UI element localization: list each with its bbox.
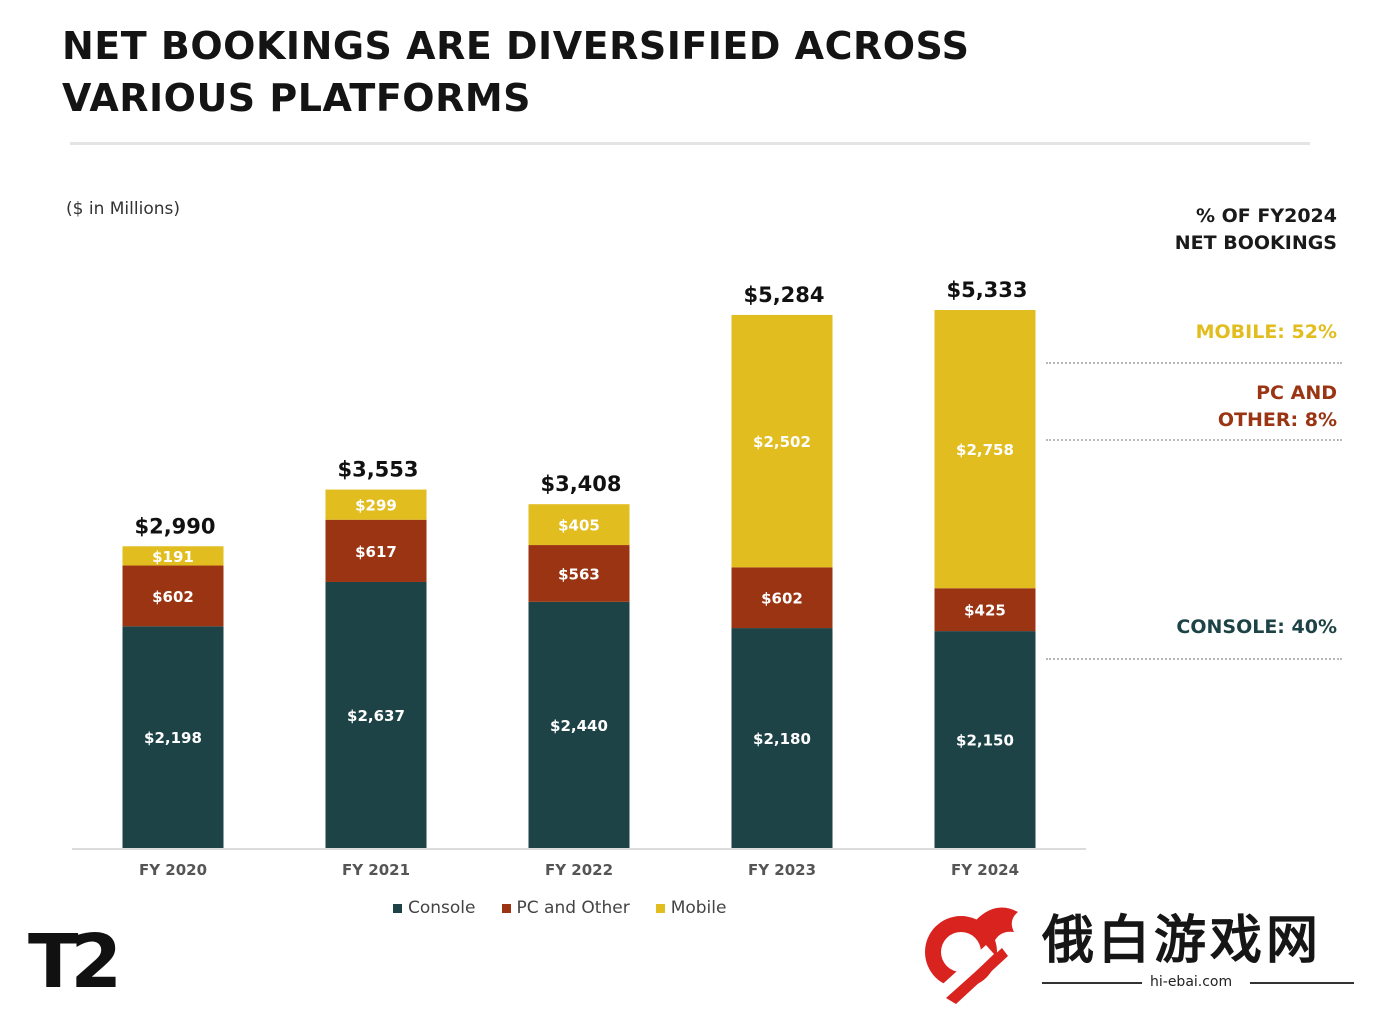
share-divider xyxy=(1046,439,1342,441)
watermark: 俄白游戏网 hi-ebai.com xyxy=(910,880,1377,1020)
total-label: $3,408 xyxy=(540,472,621,496)
x-tick-label: FY 2020 xyxy=(139,861,207,879)
x-tick-label: FY 2023 xyxy=(748,861,816,879)
stacked-bar-chart: $2,198 $602 $191 $2,990 FY 2020 $2,637 $617 $29… xyxy=(72,278,1086,879)
share-label-mobile: MOBILE: 52% xyxy=(1196,319,1337,346)
total-label: $3,553 xyxy=(337,458,418,482)
legend-item-pc: PC and Other xyxy=(501,898,630,918)
bar-segment-console xyxy=(528,601,630,848)
bar-segment-mobile xyxy=(122,546,224,566)
data-label: $602 xyxy=(761,590,803,608)
data-label: $617 xyxy=(355,543,397,561)
data-label: $425 xyxy=(964,602,1006,620)
title-divider xyxy=(70,142,1310,145)
watermark-url: hi-ebai.com xyxy=(1150,974,1233,990)
bar-segment-mobile xyxy=(528,504,630,546)
data-label: $2,150 xyxy=(956,732,1014,750)
share-label-line: CONSOLE: 40% xyxy=(1176,616,1337,638)
bar-segment-console xyxy=(934,631,1036,848)
bar-segment-pc-and-other xyxy=(731,567,833,629)
data-label: $2,198 xyxy=(144,729,202,747)
data-label: $2,758 xyxy=(956,441,1014,459)
x-tick-label: FY 2021 xyxy=(342,861,410,879)
watermark-rule xyxy=(1250,982,1354,984)
x-tick-label: FY 2022 xyxy=(545,861,613,879)
bar-segment-mobile xyxy=(731,314,833,568)
share-label-line: PC AND xyxy=(1256,382,1337,404)
watermark-text: 俄白游戏网 xyxy=(1042,911,1323,971)
data-label: $405 xyxy=(558,517,600,535)
data-label: $602 xyxy=(152,588,194,606)
legend-label: PC and Other xyxy=(516,898,630,918)
total-label: $5,284 xyxy=(743,283,824,307)
bar-segment-pc-and-other xyxy=(934,588,1036,632)
units-note: ($ in Millions) xyxy=(66,199,180,219)
legend-label: Console xyxy=(408,898,476,918)
share-divider xyxy=(1046,658,1342,660)
data-label: $2,637 xyxy=(347,707,405,725)
data-label: $2,180 xyxy=(753,730,811,748)
bar-segment-pc-and-other xyxy=(122,565,224,627)
chart-title: NET BOOKINGS ARE DIVERSIFIED ACROSS VARI… xyxy=(62,24,970,120)
bar-segment-console xyxy=(731,628,833,848)
bar-segment-mobile xyxy=(325,489,427,520)
bar-segment-console xyxy=(122,626,224,848)
x-tick-label: FY 2024 xyxy=(951,861,1019,879)
legend: Console PC and Other Mobile xyxy=(393,898,726,918)
total-label: $5,333 xyxy=(946,278,1027,302)
data-label: $2,502 xyxy=(753,433,811,451)
bar-segment-pc-and-other xyxy=(528,545,630,602)
share-label-console: CONSOLE: 40% xyxy=(1176,614,1337,641)
legend-swatch-pc xyxy=(501,903,511,913)
share-header-line: NET BOOKINGS xyxy=(1174,232,1337,254)
t2-logo: T2 xyxy=(28,919,122,1005)
share-header-line: % OF FY2024 xyxy=(1195,205,1337,227)
data-label: $2,440 xyxy=(550,717,608,735)
bar-segment-pc-and-other xyxy=(325,519,427,582)
legend-label: Mobile xyxy=(670,898,727,918)
data-label: $191 xyxy=(152,548,194,566)
bar-segment-mobile xyxy=(934,310,1036,589)
data-label: $299 xyxy=(355,497,397,515)
legend-swatch-console xyxy=(393,903,402,913)
share-header: % OF FY2024 NET BOOKINGS xyxy=(1175,203,1337,257)
share-divider xyxy=(1046,362,1342,364)
total-label: $2,990 xyxy=(134,514,215,538)
share-label-line: MOBILE: 52% xyxy=(1195,321,1337,343)
bar-segment-console xyxy=(325,581,427,848)
rooster-icon xyxy=(925,907,1018,1004)
watermark-rule xyxy=(1042,982,1142,984)
legend-swatch-mobile xyxy=(655,903,665,913)
share-label-pc: PC AND OTHER: 8% xyxy=(1218,380,1337,434)
legend-item-console: Console xyxy=(393,898,476,918)
data-label: $563 xyxy=(558,565,600,583)
legend-item-mobile: Mobile xyxy=(655,898,727,918)
share-label-line: OTHER: 8% xyxy=(1217,409,1337,431)
